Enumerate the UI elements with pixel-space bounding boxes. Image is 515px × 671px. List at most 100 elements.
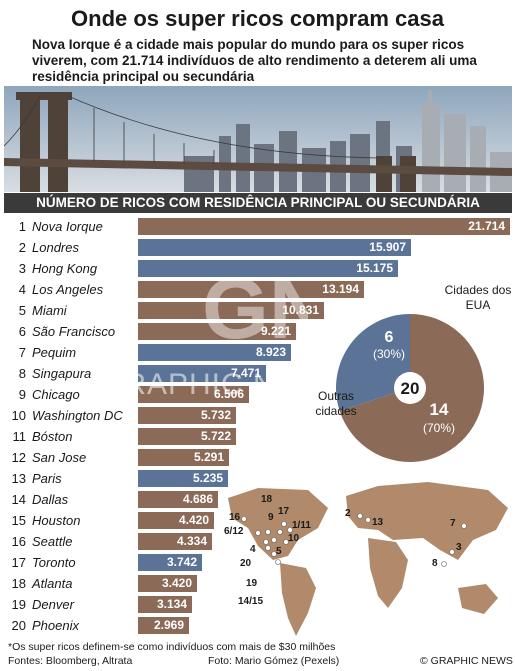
donut-label-us: Cidades dos EUA [444, 283, 512, 312]
donut-center [394, 372, 426, 404]
bar [138, 344, 291, 361]
bar-rank: 4 [18, 282, 26, 297]
donut-label-other: Outras cidades [315, 389, 357, 418]
bar-city-label: Seattle [32, 534, 73, 549]
bar-row: 17 Toronto 3.742 [0, 552, 515, 573]
bar-city-label: Bóston [32, 429, 73, 444]
bar-row: 20 Phoenix 2.969 [0, 615, 515, 636]
brand-credit: © GRAPHIC NEWS [420, 655, 513, 667]
skyline-photo [4, 86, 512, 192]
bar-rank: 17 [11, 555, 26, 570]
watermark-text: GRAPHIC NEWS [100, 368, 348, 401]
footnote: *Os super ricos definem-se como indivídu… [8, 641, 336, 653]
bar-value-label: 5.235 [192, 471, 223, 485]
bar-rank: 6 [18, 324, 26, 339]
bar-city-label: Londres [32, 240, 79, 255]
bar [138, 428, 236, 445]
bar-rank: 12 [11, 450, 26, 465]
bar-value-label: 8.923 [255, 345, 286, 359]
map-label-5: 5 [276, 546, 282, 557]
bar-row: 18 Atlanta 3.420 [0, 573, 515, 594]
bar-row: 7 Pequim 8.923 [0, 342, 515, 363]
page-title: Onde os super ricos compram casa [71, 6, 444, 31]
bar-city-label: Washington DC [32, 408, 123, 423]
bar-rank: 2 [18, 240, 26, 255]
north-america-shape [228, 488, 328, 560]
bar-city-label: Hong Kong [32, 261, 98, 276]
bar-city-label: Nova Iorque [32, 219, 103, 234]
bar-row: 3 Hong Kong 15.175 [0, 258, 515, 279]
bar [138, 470, 228, 487]
bar-city-label: Phoenix [32, 618, 79, 633]
bar [138, 575, 197, 592]
bar [138, 239, 411, 256]
bar-rank: 13 [11, 471, 26, 486]
bar-row: 2 Londres 15.907 [0, 237, 515, 258]
donut-chart: 20 6 (30%) 14 (70%) [336, 314, 484, 462]
map-label-2: 2 [345, 508, 351, 519]
donut-slice-other [336, 314, 410, 411]
map-label-20: 20 [240, 558, 252, 569]
sources: Fontes: Bloomberg, Altrata [8, 655, 133, 667]
bar-rank: 11 [12, 429, 27, 444]
map-label-13: 13 [372, 517, 384, 528]
bar-rank: 3 [18, 261, 26, 276]
map-label-4: 4 [250, 544, 256, 555]
bar [138, 554, 202, 571]
map-label-7: 7 [450, 518, 456, 529]
bar-value-label: 5.732 [200, 408, 231, 422]
bar-value-label: 4.420 [178, 513, 209, 527]
section-header: NÚMERO DE RICOS COM RESIDÊNCIA PRINCIPAL… [4, 193, 512, 213]
bar [138, 491, 218, 508]
bar-value-label: 4.334 [176, 534, 207, 548]
map-label-6-12: 6/12 [224, 526, 244, 537]
eurasia-shape [346, 482, 508, 560]
bar-value-label: 15.907 [369, 240, 406, 254]
bar [138, 386, 249, 403]
bar-row: 13 Paris 5.235 [0, 468, 515, 489]
bar-row: 1 Nova Iorque 21.714 [0, 216, 515, 237]
map-label-14-15: 14/15 [238, 596, 263, 607]
donut-us-value: 14 [430, 400, 449, 419]
bar-city-label: Pequim [32, 345, 77, 360]
map-label-3: 3 [456, 542, 462, 553]
bar-rank: 8 [18, 366, 26, 381]
bar [138, 365, 266, 382]
bar-rank: 7 [18, 345, 26, 360]
bar-value-label: 13.194 [322, 282, 359, 296]
bar-chart: 1 Nova Iorque 21.714 2 Londres 15.907 3 Hong Ko… [0, 216, 515, 640]
bar [138, 407, 236, 424]
donut-other-value: 6 [385, 329, 394, 346]
map-label-9: 9 [268, 512, 274, 523]
bar-row: 9 Chicago 6.506 [0, 384, 515, 405]
donut-us-percent: (70%) [423, 421, 455, 435]
bar-rank: 14 [11, 492, 26, 507]
bar-row: 10 Washington DC 5.732 [0, 405, 515, 426]
bar-city-label: Singapura [32, 366, 92, 381]
map-label-8: 8 [432, 558, 438, 569]
bar-rank: 1 [18, 219, 26, 234]
bar-city-label: San Jose [32, 450, 87, 465]
world-map: 16 6/12 18 9 17 1/11 10 4 5 20 19 14/15 … [224, 482, 508, 636]
bar-value-label: 21.714 [468, 219, 505, 233]
watermark-logo: GN [202, 262, 308, 348]
bar-row: 5 Miami 10.831 [0, 300, 515, 321]
bar-value-label: 3.134 [156, 597, 187, 611]
bar-value-label: 5.722 [200, 429, 231, 443]
bar-row: 15 Houston 4.420 [0, 510, 515, 531]
bar-rank: 20 [11, 618, 26, 633]
bar-city-label: Chicago [32, 387, 80, 402]
map-label-18: 18 [261, 494, 273, 505]
bar-city-label: Dallas [32, 492, 69, 507]
bar-rank: 16 [11, 534, 26, 549]
map-label-10: 10 [288, 533, 300, 544]
bar-row: 16 Seattle 4.334 [0, 531, 515, 552]
bar [138, 512, 214, 529]
bar-row: 8 Singapura 7.471 [0, 363, 515, 384]
bar-value-label: 7.471 [230, 366, 261, 380]
subtitle: Nova Iorque é a cidade mais popular do m… [32, 37, 477, 84]
map-label-19: 19 [246, 578, 258, 589]
bar-value-label: 5.291 [193, 450, 224, 464]
bar-value-label: 6.506 [213, 387, 244, 401]
bar-row: 11 Bóston 5.722 [0, 426, 515, 447]
